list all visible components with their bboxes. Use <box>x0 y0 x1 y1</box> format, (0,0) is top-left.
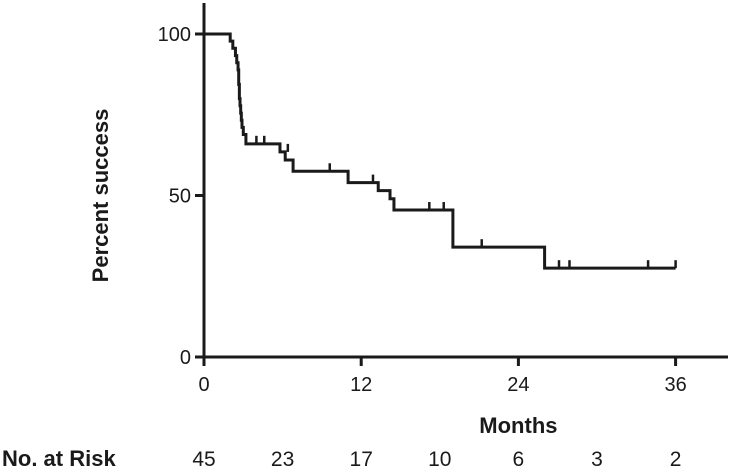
risk-table-header: No. at Risk <box>2 446 116 468</box>
risk-table-value: 10 <box>428 448 451 468</box>
y-tick-label: 50 <box>169 186 191 208</box>
risk-table-value: 2 <box>670 448 682 468</box>
x-axis-title: Months <box>479 413 557 438</box>
survival-curve-line <box>204 32 676 270</box>
y-tick-label: 0 <box>180 347 191 369</box>
axes <box>202 3 728 359</box>
x-tick-label: 0 <box>198 374 209 396</box>
censor-marks <box>255 135 677 269</box>
x-tick-label: 12 <box>350 374 372 396</box>
risk-table-value: 17 <box>350 448 373 468</box>
risk-table-value: 45 <box>192 448 215 468</box>
risk-table-value: 3 <box>591 448 603 468</box>
risk-table-value: 23 <box>271 448 294 468</box>
risk-table-value: 6 <box>513 448 525 468</box>
x-tick-label: 36 <box>664 374 686 396</box>
risk-table-values: 45 23 17 10 6 3 2 <box>192 448 681 468</box>
y-axis-title: Percent success <box>88 109 113 283</box>
x-ticks: 0 12 24 36 <box>198 357 687 396</box>
x-tick-label: 24 <box>507 374 529 396</box>
y-ticks: 0 50 100 <box>158 24 204 369</box>
y-tick-label: 100 <box>158 24 191 46</box>
